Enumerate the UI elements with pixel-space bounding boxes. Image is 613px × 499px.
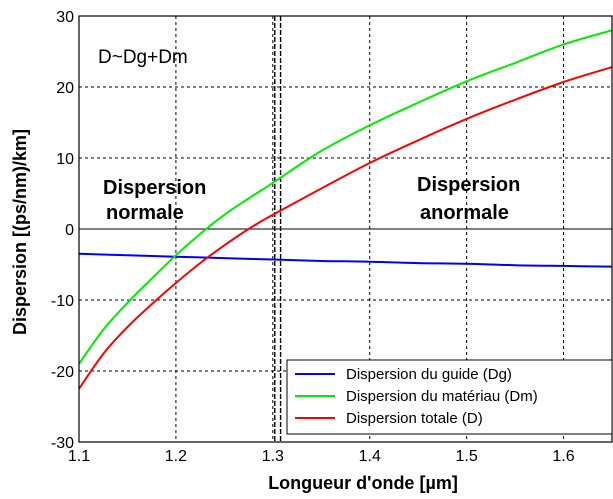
x-axis-label: Longueur d'onde [µm] <box>268 473 458 493</box>
y-axis-label: Dispersion [(ps/nm)/km] <box>10 129 30 335</box>
annotation-anomal-line2: anormale <box>420 202 509 224</box>
x-tick-label: 1.6 <box>552 448 574 465</box>
y-tick-label: -20 <box>51 364 74 381</box>
annotation-anomal-line1: Dispersion <box>417 174 520 196</box>
x-tick-labels: 1.1 1.2 1.3 1.4 1.5 1.6 <box>68 448 575 465</box>
x-tick-label: 1.3 <box>262 448 284 465</box>
series-line-0 <box>78 252 613 268</box>
y-tick-label: 10 <box>56 151 74 168</box>
x-tick-label: 1.5 <box>456 448 478 465</box>
x-tick-label: 1.4 <box>359 448 381 465</box>
legend-label-d: Dispersion totale (D) <box>346 410 483 427</box>
series-group <box>78 29 613 390</box>
annotation-normal-line2: normale <box>106 202 184 224</box>
legend-box <box>286 359 613 435</box>
y-tick-label: 20 <box>56 80 74 97</box>
x-tick-label: 1.2 <box>165 448 187 465</box>
annotation-formula: D~Dg+Dm <box>98 47 188 68</box>
annotation-normal-line1: Dispersion <box>103 177 206 199</box>
y-tick-label: -10 <box>51 293 74 310</box>
series-line-2 <box>78 66 613 390</box>
y-tick-label: -30 <box>51 435 74 452</box>
legend-label-dg: Dispersion du guide (Dg) <box>346 366 512 383</box>
x-tick-label: 1.1 <box>68 448 90 465</box>
y-tick-label: 0 <box>65 222 74 239</box>
series-line-1 <box>78 29 613 365</box>
y-tick-labels: -30 -20 -10 0 10 20 30 <box>51 9 74 452</box>
plot-frame <box>78 15 613 443</box>
legend-label-dm: Dispersion du matériau (Dm) <box>346 388 538 405</box>
y-tick-label: 30 <box>56 9 74 26</box>
legend: Dispersion du guide (Dg) Dispersion du m… <box>286 359 613 435</box>
